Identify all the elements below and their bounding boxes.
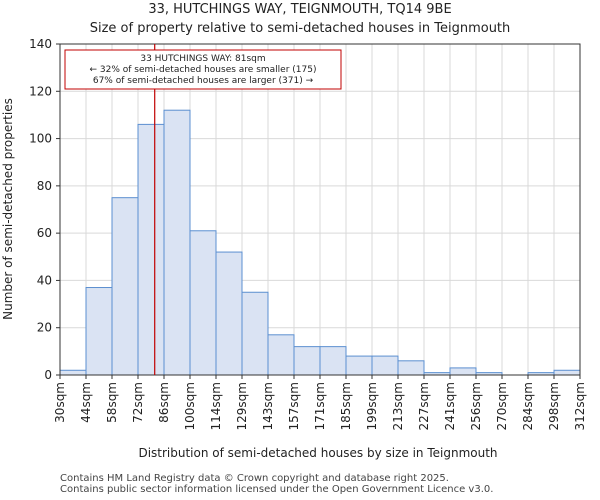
annotation-box (64, 49, 342, 90)
bar-100sqm (189, 230, 217, 376)
bar-213sqm (397, 360, 425, 376)
x-tick-label: 129sqm (235, 382, 249, 430)
x-ticks: 30sqm 44sqm 58sqm 72sqm 86sqm 100sqm 114sqm 129… (53, 375, 587, 430)
x-tick-label: 100sqm (183, 382, 197, 430)
footer-line-2: Contains public sector information licen… (60, 484, 494, 495)
y-tick-label: 60 (37, 226, 52, 240)
annotation-line: 67% of semi-detached houses are larger (… (93, 76, 314, 86)
y-tick-label: 20 (37, 321, 52, 335)
x-tick-label: 298sqm (547, 382, 561, 430)
x-tick-label: 86sqm (157, 382, 171, 423)
x-tick-label: 72sqm (131, 382, 145, 423)
y-ticks: 0 20 40 60 80 100 120 140 (29, 37, 60, 382)
bar-58sqm (111, 197, 139, 376)
y-tick-label: 140 (29, 37, 52, 51)
y-axis-label: Number of semi-detached properties (1, 98, 15, 320)
property-marker: 33 HUTCHINGS WAY: 81sqm← 32% of semi-det… (64, 44, 342, 375)
annotation-line: 33 HUTCHINGS WAY: 81sqm (140, 54, 265, 64)
x-tick-label: 312sqm (573, 382, 587, 430)
x-tick-label: 44sqm (79, 382, 93, 423)
x-tick-label: 227sqm (417, 382, 431, 430)
x-tick-label: 213sqm (391, 382, 405, 430)
bar-44sqm (85, 287, 113, 376)
bar-185sqm (345, 355, 373, 376)
x-tick-label: 30sqm (53, 382, 67, 423)
annotation-line: ← 32% of semi-detached houses are smalle… (90, 65, 317, 75)
bars (59, 109, 581, 376)
histogram-chart: 33, HUTCHINGS WAY, TEIGNMOUTH, TQ14 9BE … (1, 2, 587, 460)
x-tick-label: 58sqm (105, 382, 119, 423)
bar-30sqm (59, 369, 87, 376)
x-tick-label: 185sqm (339, 382, 353, 430)
chart-subtitle: Size of property relative to semi-detach… (90, 21, 511, 36)
x-tick-label: 171sqm (313, 382, 327, 430)
bar-241sqm (449, 367, 477, 376)
bar-72sqm (137, 123, 165, 376)
y-tick-label: 80 (37, 179, 52, 193)
bar-86sqm (163, 109, 191, 376)
bar-157sqm (293, 346, 321, 376)
x-tick-label: 199sqm (365, 382, 379, 430)
chart-title: 33, HUTCHINGS WAY, TEIGNMOUTH, TQ14 9BE (148, 2, 451, 17)
bar-129sqm (241, 291, 269, 376)
bar-171sqm (319, 346, 347, 376)
y-tick-label: 120 (29, 84, 52, 98)
bar-199sqm (371, 355, 399, 376)
bar-298sqm (553, 369, 581, 376)
y-tick-label: 100 (29, 132, 52, 146)
y-tick-label: 0 (44, 368, 52, 382)
footer-line-1: Contains HM Land Registry data © Crown c… (60, 473, 449, 484)
y-tick-label: 40 (37, 273, 52, 287)
x-tick-label: 114sqm (209, 382, 223, 430)
x-tick-label: 256sqm (469, 382, 483, 430)
bar-114sqm (215, 251, 243, 376)
x-tick-label: 157sqm (287, 382, 301, 430)
x-tick-label: 270sqm (495, 382, 509, 430)
x-tick-label: 241sqm (443, 382, 457, 430)
x-tick-label: 143sqm (261, 382, 275, 430)
x-axis-label: Distribution of semi-detached houses by … (138, 446, 497, 460)
x-tick-label: 284sqm (521, 382, 535, 430)
bar-143sqm (267, 334, 295, 376)
